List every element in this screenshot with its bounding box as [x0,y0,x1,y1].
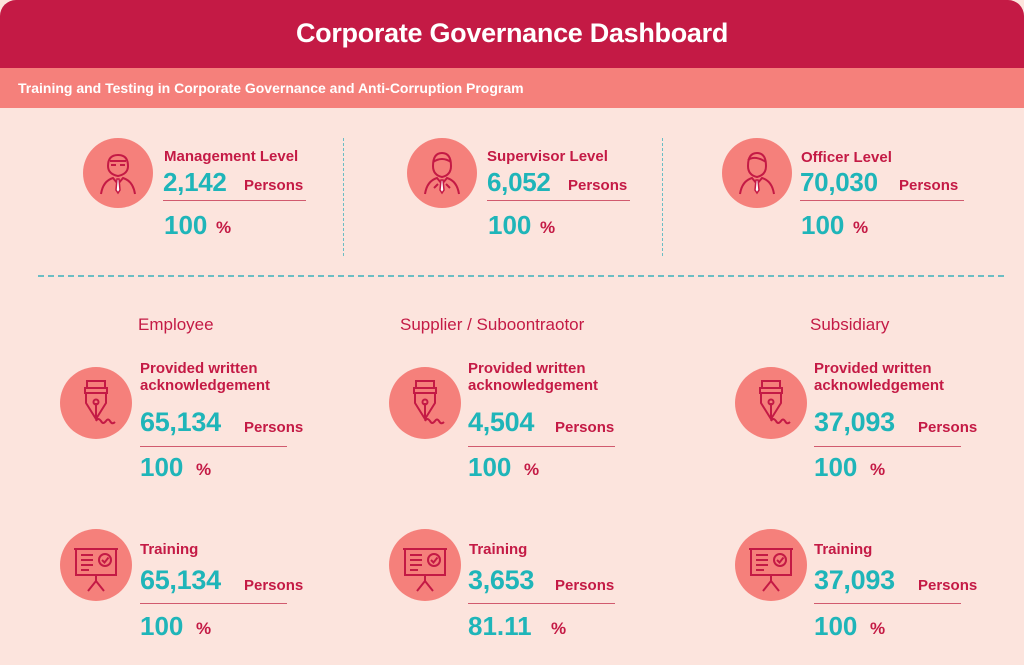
presentation-board-icon [389,529,461,601]
supplier-training-underline [468,603,615,604]
subsidiary-training-percent-sign: % [870,619,886,638]
subsidiary-training-underline [814,603,961,604]
column-divider [343,138,344,256]
management-level-percent: 100 [164,210,208,240]
fountain-pen-icon [735,367,807,439]
subsidiary-ack-percent-sign: % [870,460,886,479]
presentation-board-icon [735,529,807,601]
officer-underline [800,200,964,201]
column-divider [662,138,663,256]
fountain-pen-icon [60,367,132,439]
header-bar: Corporate Governance Dashboard [0,0,1024,68]
subsidiary-training-unit: Persons [918,577,978,594]
manager-icon [83,138,153,208]
management-level-label: Management Level [164,148,299,165]
supervisor-underline [487,200,630,201]
employee-training-count: 65,134 [140,565,221,595]
employee-ack-label-line1: Provided written [140,360,258,377]
officer-icon [722,138,792,208]
subsidiary-ack-label-line2: acknowledgement [814,377,945,394]
supplier-ack-percent: 100 [468,452,512,482]
section-divider [38,275,1004,277]
subsidiary-ack-underline [814,446,961,447]
management-underline [163,200,306,201]
presentation-board-icon [60,529,132,601]
employee-ack-count: 65,134 [140,407,221,437]
officer-percent-sign: % [853,218,869,237]
employee-ack-percent-sign: % [196,460,212,479]
supervisor-level-count: 6,052 [487,167,551,197]
employee-training-percent-sign: % [196,619,212,638]
employee-ack-percent: 100 [140,452,184,482]
employee-ack-unit: Persons [244,419,304,436]
supplier-training-label: Training [469,541,528,558]
supplier-ack-label-line1: Provided written [468,360,586,377]
employee-training-percent: 100 [140,611,184,641]
supervisor-level-label: Supervisor Level [487,148,608,165]
supplier-training-percent: 81.11 [468,611,532,641]
management-level-count: 2,142 [163,167,227,197]
supplier-training-unit: Persons [555,577,615,594]
supplier-ack-count: 4,504 [468,407,535,437]
supplier-training-percent-sign: % [551,619,567,638]
employee-training-unit: Persons [244,577,304,594]
subsidiary-title: Subsidiary [810,315,890,334]
supplier-ack-percent-sign: % [524,460,540,479]
management-level-unit: Persons [244,177,304,194]
supplier-ack-underline [468,446,615,447]
subsidiary-training-count: 37,093 [814,565,895,595]
supervisor-level-percent: 100 [488,210,532,240]
employee-training-underline [140,603,287,604]
supplier-ack-label-line2: acknowledgement [468,377,599,394]
supplier-title: Supplier / Suboontraotor [400,315,585,334]
subsidiary-training-percent: 100 [814,611,858,641]
supervisor-percent-sign: % [540,218,556,237]
officer-level-unit: Persons [899,177,959,194]
employee-title: Employee [138,315,214,334]
subsidiary-ack-label-line1: Provided written [814,360,932,377]
supplier-ack-unit: Persons [555,419,615,436]
fountain-pen-icon [389,367,461,439]
subsidiary-ack-percent: 100 [814,452,858,482]
employee-training-label: Training [140,541,199,558]
subsidiary-ack-count: 37,093 [814,407,895,437]
subheader-bar: Training and Testing in Corporate Govern… [0,68,1024,108]
page-title: Corporate Governance Dashboard [295,18,729,48]
supervisor-icon [407,138,477,208]
officer-level-count: 70,030 [800,167,878,197]
employee-ack-label-line2: acknowledgement [140,377,271,394]
subheader-text: Training and Testing in Corporate Govern… [18,80,524,96]
subsidiary-ack-unit: Persons [918,419,978,436]
officer-level-label: Officer Level [801,149,892,166]
subsidiary-training-label: Training [814,541,873,558]
officer-level-percent: 100 [801,210,845,240]
supplier-training-count: 3,653 [468,565,535,595]
management-percent-sign: % [216,218,232,237]
supervisor-level-unit: Persons [568,177,628,194]
employee-ack-underline [140,446,287,447]
